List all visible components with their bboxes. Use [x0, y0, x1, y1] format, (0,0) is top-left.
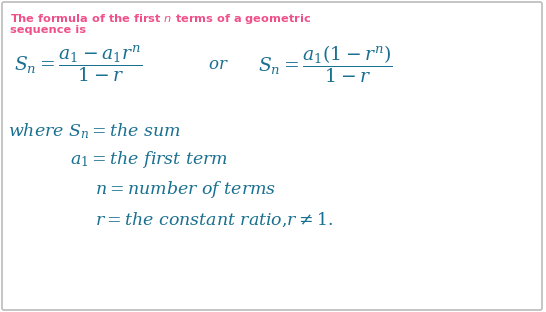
Text: $\mathit{where}\ S_n = \mathit{the\ sum}$: $\mathit{where}\ S_n = \mathit{the\ sum}…: [8, 121, 181, 141]
Text: $S_n = \dfrac{a_1 - a_1 r^n}{1 - r}$: $S_n = \dfrac{a_1 - a_1 r^n}{1 - r}$: [14, 44, 143, 85]
Text: sequence is: sequence is: [10, 25, 86, 35]
Text: $\mathit{or}$: $\mathit{or}$: [207, 55, 228, 73]
Text: The formula of the first $n$ terms of a geometric: The formula of the first $n$ terms of a …: [10, 12, 311, 26]
Text: $\mathit{r} = \mathit{the\ constant\ ratio{,}r \neq 1.}$: $\mathit{r} = \mathit{the\ constant\ rat…: [95, 211, 333, 229]
Text: $S_n = \dfrac{a_1(1 - r^n)}{1 - r}$: $S_n = \dfrac{a_1(1 - r^n)}{1 - r}$: [258, 43, 393, 85]
Text: $\mathit{n} = \mathit{number\ of\ terms}$: $\mathit{n} = \mathit{number\ of\ terms}…: [95, 179, 276, 201]
FancyBboxPatch shape: [2, 2, 542, 310]
Text: $a_1 = \mathit{the\ first\ term}$: $a_1 = \mathit{the\ first\ term}$: [70, 149, 228, 170]
